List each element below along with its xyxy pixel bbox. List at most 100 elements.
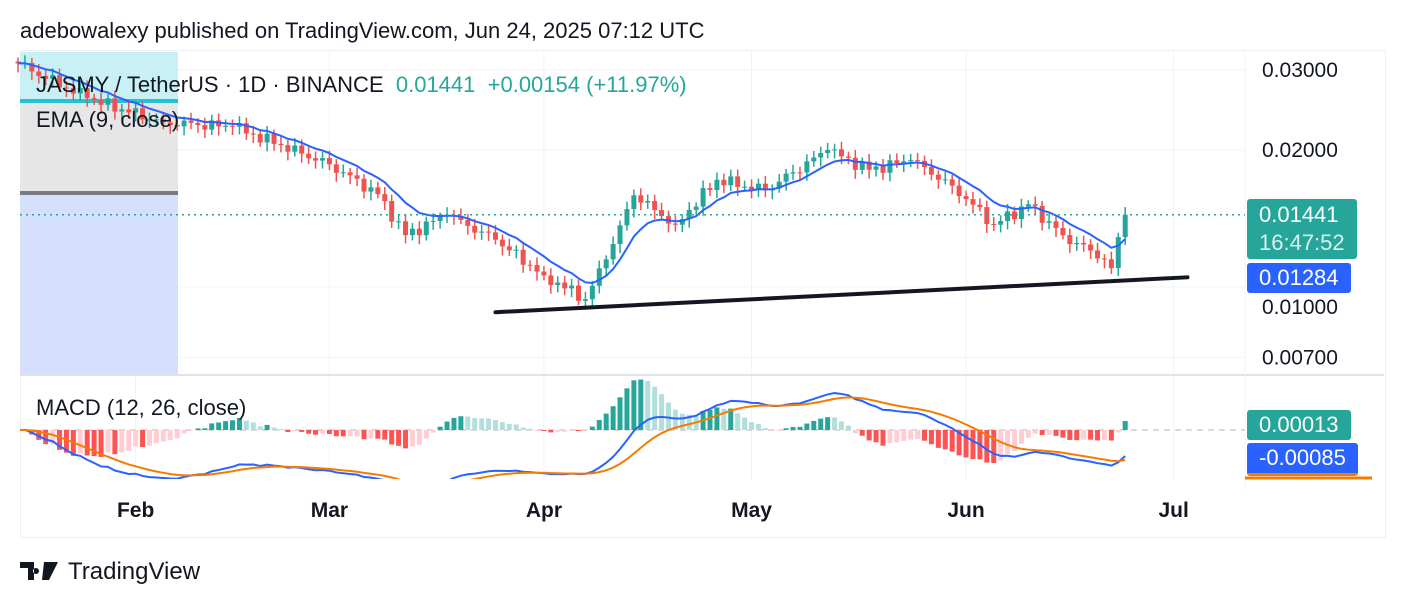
candle bbox=[91, 93, 97, 105]
candle bbox=[1081, 235, 1087, 252]
macd-histogram-bar bbox=[306, 430, 312, 434]
macd-legend[interactable]: MACD (12, 26, close) bbox=[36, 395, 247, 420]
time-tick: May bbox=[731, 499, 772, 522]
candle bbox=[652, 194, 658, 220]
candle bbox=[153, 113, 159, 127]
macd-histogram-bar bbox=[50, 430, 56, 445]
candle-body bbox=[1067, 235, 1073, 245]
candle bbox=[672, 215, 678, 232]
macd-histogram-bar bbox=[368, 430, 374, 439]
candle bbox=[928, 159, 934, 181]
candle-body bbox=[299, 145, 305, 154]
candle-body bbox=[1025, 204, 1031, 207]
macd-histogram-bar bbox=[915, 430, 921, 439]
candle-body bbox=[174, 124, 180, 127]
candle bbox=[811, 151, 817, 167]
candle-body bbox=[534, 265, 540, 272]
brand-name: TradingView bbox=[68, 558, 201, 585]
candle bbox=[423, 216, 429, 241]
candle-countdown: 16:47:52 bbox=[1259, 230, 1345, 255]
candle bbox=[375, 181, 381, 199]
macd-histogram-bar bbox=[126, 430, 132, 451]
candle-body bbox=[610, 244, 616, 260]
candle-body bbox=[437, 216, 443, 222]
candle bbox=[257, 129, 263, 147]
candle bbox=[679, 214, 685, 233]
macd-histogram-bar bbox=[935, 430, 941, 448]
candle-body bbox=[984, 207, 990, 224]
candle-body bbox=[991, 223, 997, 225]
candle bbox=[354, 167, 360, 187]
ema-legend[interactable]: EMA (9, close) bbox=[36, 107, 180, 132]
macd-histogram-bar bbox=[236, 417, 242, 430]
ema-badge: 0.01284 bbox=[1247, 263, 1351, 293]
macd-histogram-bar bbox=[1067, 430, 1073, 440]
candle bbox=[915, 152, 921, 169]
macd-histogram-bar bbox=[887, 430, 893, 444]
tradingview-logo[interactable]: TradingView bbox=[20, 558, 200, 586]
candle-body bbox=[167, 122, 173, 125]
macd-histogram-bar bbox=[873, 430, 879, 443]
last-price-badge-value: 0.01441 bbox=[1259, 202, 1339, 227]
macd-histogram-bar bbox=[513, 424, 519, 430]
candle bbox=[29, 58, 35, 80]
macd-histogram-bar bbox=[797, 426, 803, 430]
macd-histogram-bar bbox=[271, 427, 277, 430]
candle-body bbox=[721, 179, 727, 186]
candle-body bbox=[1060, 228, 1066, 236]
macd-histogram-bar bbox=[610, 406, 616, 430]
candle bbox=[236, 116, 242, 135]
candle bbox=[368, 179, 374, 201]
candle-body bbox=[43, 75, 49, 79]
candle-body bbox=[693, 206, 699, 210]
macd-histogram-bar bbox=[243, 420, 249, 430]
candle-body bbox=[306, 153, 312, 159]
candle-body bbox=[202, 125, 208, 130]
macd-histogram-bar bbox=[43, 430, 49, 445]
candle-body bbox=[223, 125, 229, 127]
candle bbox=[638, 188, 644, 211]
macd-histogram-bar bbox=[174, 430, 180, 439]
candle bbox=[382, 186, 388, 211]
candle-body bbox=[880, 166, 886, 173]
candle bbox=[126, 102, 132, 119]
candle-body bbox=[1088, 244, 1094, 251]
candle-body bbox=[859, 161, 865, 170]
macd-histogram-bar bbox=[984, 430, 990, 463]
published-caption: adebowalexy published on TradingView.com… bbox=[20, 18, 705, 43]
candle-body bbox=[36, 71, 42, 76]
macd-histogram-bar bbox=[652, 386, 658, 430]
macd-histogram-bar bbox=[375, 430, 381, 439]
candle-body bbox=[998, 221, 1004, 225]
candle-body bbox=[548, 275, 554, 286]
candle-body bbox=[894, 160, 900, 164]
macd-histogram-bar bbox=[1122, 421, 1128, 430]
candle-body bbox=[119, 109, 125, 112]
candle bbox=[728, 169, 734, 192]
candle-body bbox=[589, 285, 595, 300]
candle-body bbox=[382, 194, 388, 202]
candle-body bbox=[236, 123, 242, 127]
macd-histogram-bar bbox=[527, 428, 533, 430]
candle bbox=[181, 116, 187, 136]
candle bbox=[797, 166, 803, 181]
candle bbox=[818, 146, 824, 167]
macd-histogram-bar bbox=[659, 394, 665, 430]
candle bbox=[991, 216, 997, 232]
candle-body bbox=[492, 232, 498, 240]
macd-histogram-bar bbox=[105, 430, 111, 453]
candle bbox=[513, 245, 519, 259]
candle bbox=[783, 168, 789, 191]
candle-body bbox=[915, 160, 921, 162]
macd-histogram-bar bbox=[1101, 430, 1107, 441]
macd-histogram-bar bbox=[928, 430, 934, 445]
candle-body bbox=[631, 195, 637, 210]
candle bbox=[57, 68, 63, 92]
candle bbox=[963, 190, 969, 206]
macd-histogram-bar bbox=[389, 430, 395, 445]
candle bbox=[1101, 253, 1107, 269]
candle bbox=[686, 202, 692, 228]
candle-body bbox=[126, 109, 132, 113]
macd-histogram-bar bbox=[721, 409, 727, 430]
